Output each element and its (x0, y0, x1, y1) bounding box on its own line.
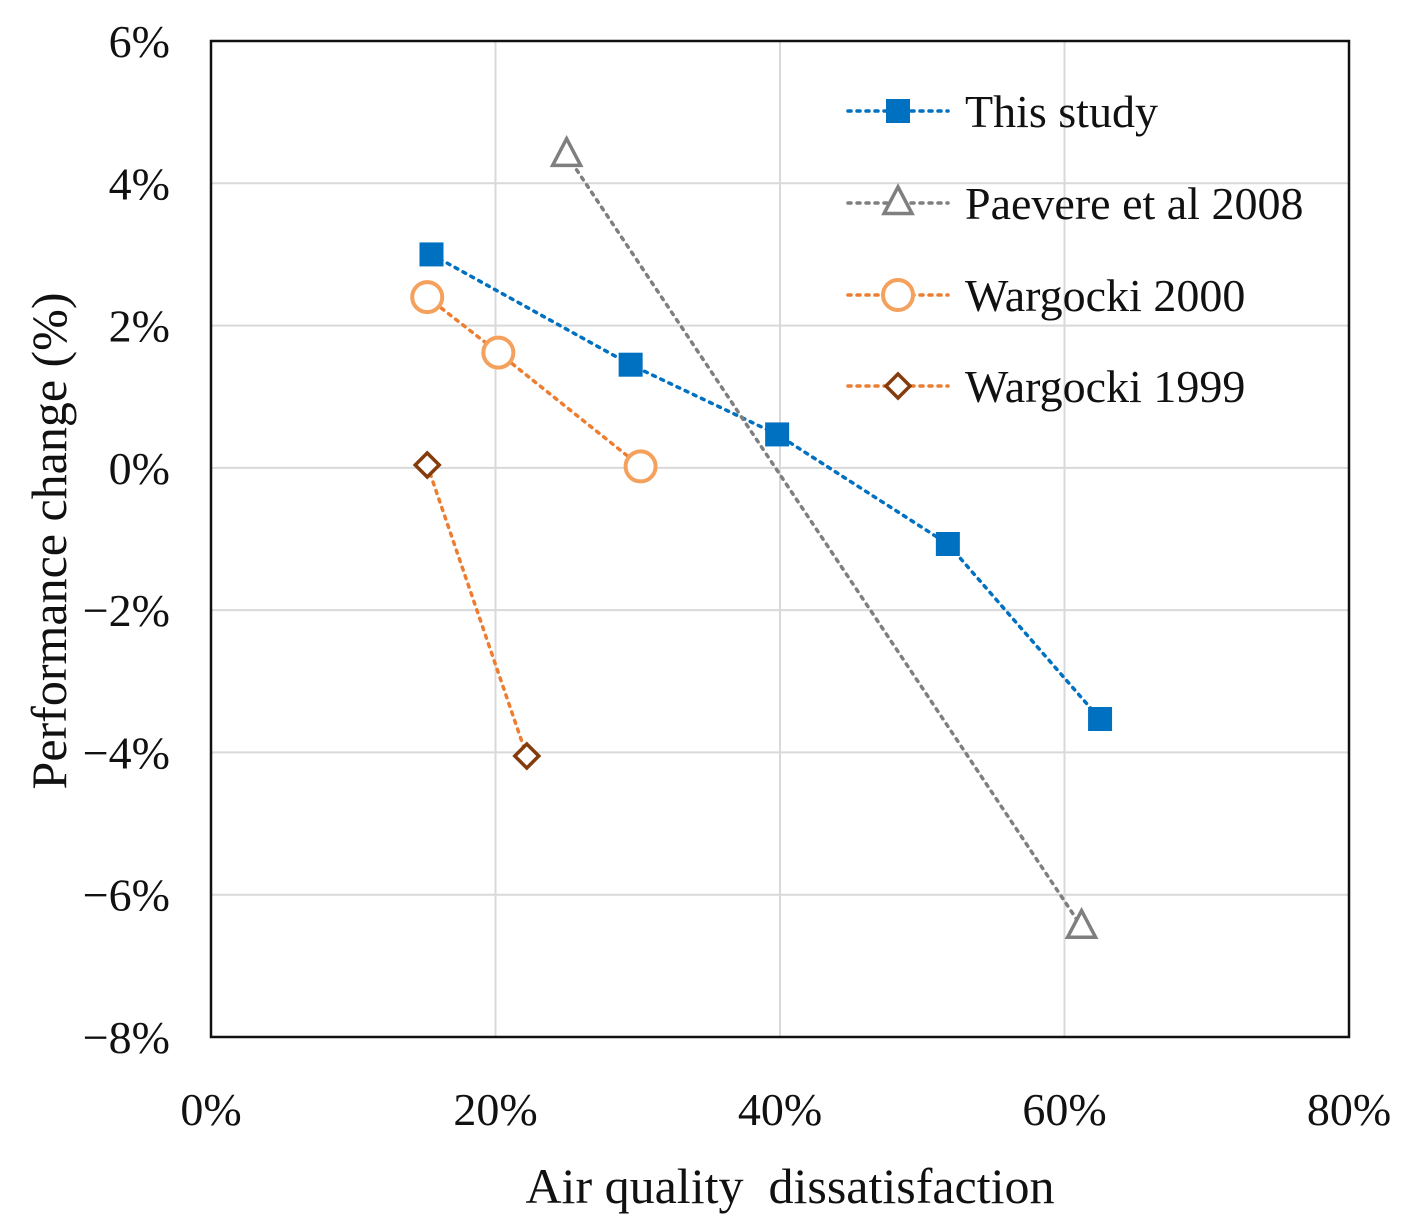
legend-label: Paevere et al 2008 (965, 178, 1303, 229)
x-tick-label: 60% (1022, 1084, 1106, 1135)
legend-item-wargocki-2000: Wargocki 2000 (846, 270, 1245, 321)
series-line (564, 153, 1084, 929)
y-tick-label: −4% (83, 727, 170, 778)
y-tick-label: 4% (109, 158, 170, 209)
x-axis-label: Air quality dissatisfaction (525, 1158, 1054, 1214)
data-point (618, 352, 643, 377)
data-point (623, 449, 658, 484)
y-tick-label: −2% (83, 585, 170, 636)
x-tick-label: 80% (1307, 1084, 1391, 1135)
data-point (935, 531, 960, 556)
data-point (1064, 906, 1099, 939)
legend-item-this-study: This study (846, 86, 1158, 137)
legend-label: This study (965, 86, 1158, 137)
y-tick-label: 0% (109, 443, 170, 494)
y-tick-label: −6% (83, 870, 170, 921)
legend-marker (881, 278, 915, 312)
series-this-study (419, 242, 1113, 731)
y-tick-label: −8% (83, 1012, 170, 1063)
legend-marker (886, 99, 910, 123)
data-point (419, 242, 444, 267)
series (410, 134, 1113, 939)
data-point (481, 335, 516, 370)
data-point (1088, 706, 1113, 731)
series-line (425, 463, 529, 758)
y-tick-label: 2% (109, 301, 170, 352)
series-paevere-et-al-2008 (549, 134, 1099, 939)
data-point (549, 134, 584, 168)
legend-item-paevere-et-al-2008: Paevere et al 2008 (846, 178, 1303, 229)
series-line (425, 295, 643, 469)
data-point (410, 280, 445, 315)
y-axis-label: Performance change (%) (21, 293, 77, 790)
legend-marker (883, 371, 913, 401)
y-tick-label: 6% (109, 16, 170, 67)
x-axis-ticks: 0% 20% 40% 60% 80% (180, 1084, 1391, 1135)
legend-label: Wargocki 2000 (965, 270, 1245, 321)
data-point (412, 450, 442, 480)
legend-label: Wargocki 1999 (965, 361, 1245, 412)
x-tick-label: 0% (180, 1084, 241, 1135)
plot-area-frame (209, 39, 1351, 1039)
grid (211, 41, 1349, 1037)
series-line (429, 252, 1102, 721)
x-tick-label: 20% (453, 1084, 537, 1135)
x-tick-label: 40% (738, 1084, 822, 1135)
y-axis-ticks: −8% −6% −4% −2% 0% 2% 4% 6% (83, 16, 170, 1063)
data-point (512, 741, 542, 771)
series-wargocki-2000 (410, 280, 658, 484)
series-wargocki-1999 (412, 450, 542, 771)
legend-item-wargocki-1999: Wargocki 1999 (846, 361, 1245, 412)
legend-marker (881, 183, 915, 216)
legend: This study Paevere et al 2008 Wargocki 200… (846, 86, 1303, 412)
data-point (765, 422, 790, 447)
